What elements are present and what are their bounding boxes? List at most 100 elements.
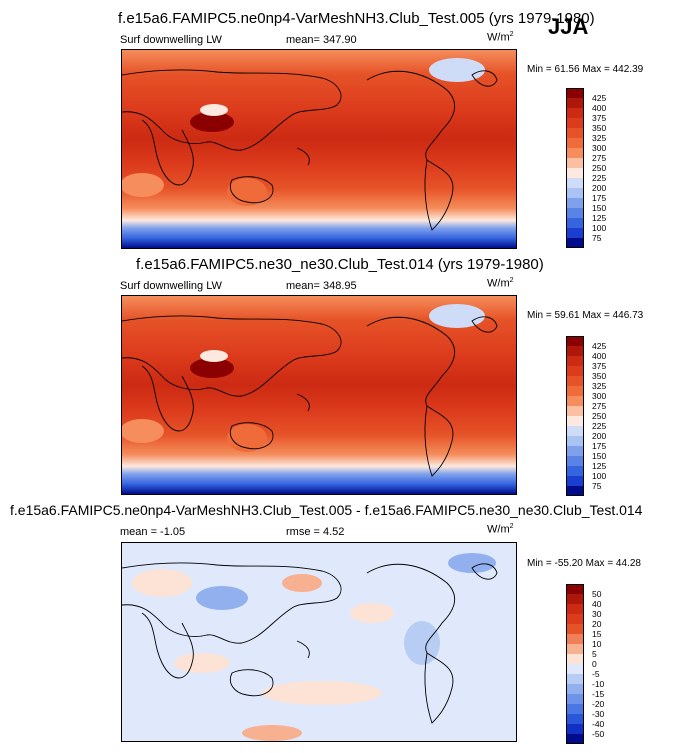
- colorbar-swatch: [566, 734, 584, 744]
- colorbar-label: 250: [592, 163, 607, 173]
- colorbar-label: 175: [592, 441, 607, 451]
- panel2-map: [121, 295, 517, 495]
- colorbar-swatch: [566, 158, 584, 168]
- colorbar-swatch: [566, 584, 584, 594]
- panel3-units: W/m2: [487, 523, 514, 536]
- colorbar-label: 40: [592, 599, 602, 609]
- panel1-mean: mean= 347.90: [286, 34, 357, 46]
- panel2-minmax: Min = 59.61 Max = 446.73: [527, 310, 644, 321]
- colorbar-swatch: [566, 228, 584, 238]
- colorbar-swatch: [566, 694, 584, 704]
- colorbar-swatch: [566, 614, 584, 624]
- colorbar-swatch: [566, 178, 584, 188]
- colorbar-label: 225: [592, 173, 607, 183]
- colorbar-swatch: [566, 336, 584, 346]
- panel1-variable: Surf downwelling LW: [120, 34, 222, 46]
- colorbar-swatch: [566, 466, 584, 476]
- colorbar-label: -10: [592, 679, 605, 689]
- colorbar-swatch: [566, 198, 584, 208]
- colorbar-swatch: [566, 674, 584, 684]
- colorbar-swatch: [566, 604, 584, 614]
- season-label: JJA: [548, 14, 589, 39]
- colorbar-swatch: [566, 88, 584, 98]
- colorbar-swatch: [566, 446, 584, 456]
- colorbar-swatch: [566, 436, 584, 446]
- colorbar-swatch: [566, 376, 584, 386]
- colorbar-label: 375: [592, 361, 607, 371]
- colorbar-swatch: [566, 118, 584, 128]
- panel1-map: [121, 49, 517, 249]
- colorbar-label: -40: [592, 719, 605, 729]
- panel3-map: [121, 542, 517, 742]
- colorbar-swatch: [566, 456, 584, 466]
- colorbar-swatch: [566, 238, 584, 248]
- colorbar-label: 200: [592, 431, 607, 441]
- colorbar-label: 250: [592, 411, 607, 421]
- colorbar-label: 15: [592, 629, 602, 639]
- colorbar-label: 30: [592, 609, 602, 619]
- colorbar-label: 75: [592, 233, 602, 243]
- panel3-minmax: Min = -55.20 Max = 44.28: [527, 558, 641, 569]
- panel2-map-svg: [122, 296, 516, 494]
- colorbar-swatch: [566, 664, 584, 674]
- colorbar-label: 50: [592, 589, 602, 599]
- colorbar-swatch: [566, 714, 584, 724]
- colorbar-swatch: [566, 704, 584, 714]
- colorbar-swatch: [566, 188, 584, 198]
- colorbar-label: -50: [592, 729, 605, 739]
- panel1-title: f.e15a6.FAMIPC5.ne0np4-VarMeshNH3.Club_T…: [118, 10, 595, 27]
- colorbar-label: 100: [592, 223, 607, 233]
- colorbar-label: 325: [592, 133, 607, 143]
- colorbar-swatch: [566, 138, 584, 148]
- colorbar-swatch: [566, 208, 584, 218]
- colorbar-swatch: [566, 644, 584, 654]
- colorbar-label: 150: [592, 203, 607, 213]
- colorbar-label: 375: [592, 113, 607, 123]
- panel3-mean: mean = -1.05: [120, 526, 186, 538]
- panel2-units: W/m2: [487, 277, 514, 290]
- colorbar-swatch: [566, 386, 584, 396]
- colorbar-label: 150: [592, 451, 607, 461]
- colorbar-swatch: [566, 128, 584, 138]
- panel2-mean: mean= 348.95: [286, 280, 357, 292]
- colorbar-label: 75: [592, 481, 602, 491]
- colorbar-swatch: [566, 724, 584, 734]
- colorbar-label: 175: [592, 193, 607, 203]
- colorbar-label: 425: [592, 341, 607, 351]
- colorbar-swatch: [566, 426, 584, 436]
- colorbar-label: 100: [592, 471, 607, 481]
- colorbar-swatch: [566, 366, 584, 376]
- colorbar-swatch: [566, 654, 584, 664]
- colorbar-swatch: [566, 168, 584, 178]
- colorbar-label: 125: [592, 213, 607, 223]
- colorbar-label: 125: [592, 461, 607, 471]
- panel2-variable: Surf downwelling LW: [120, 280, 222, 292]
- colorbar-swatch: [566, 98, 584, 108]
- colorbar-label: 350: [592, 123, 607, 133]
- panel1-units: W/m2: [487, 31, 514, 44]
- colorbar-label: 275: [592, 153, 607, 163]
- colorbar-swatch: [566, 218, 584, 228]
- panel2-title: f.e15a6.FAMIPC5.ne30_ne30.Club_Test.014 …: [136, 256, 544, 273]
- colorbar-label: 400: [592, 351, 607, 361]
- colorbar-swatch: [566, 624, 584, 634]
- colorbar-label: -20: [592, 699, 605, 709]
- colorbar-label: 300: [592, 143, 607, 153]
- colorbar-swatch: [566, 476, 584, 486]
- colorbar-label: -5: [592, 669, 600, 679]
- colorbar-swatch: [566, 356, 584, 366]
- colorbar-swatch: [566, 486, 584, 496]
- colorbar-swatch: [566, 684, 584, 694]
- panel3-title: f.e15a6.FAMIPC5.ne0np4-VarMeshNH3.Club_T…: [10, 502, 643, 518]
- panel2-colorbar: 425 400 375 350 325 300 275 250 225 200 …: [566, 336, 636, 496]
- colorbar-swatch: [566, 416, 584, 426]
- colorbar-swatch: [566, 346, 584, 356]
- colorbar-label: 0: [592, 659, 597, 669]
- colorbar-label: 425: [592, 93, 607, 103]
- colorbar-label: 5: [592, 649, 597, 659]
- colorbar-swatch: [566, 634, 584, 644]
- colorbar-label: 20: [592, 619, 602, 629]
- colorbar-label: 10: [592, 639, 602, 649]
- colorbar-label: -30: [592, 709, 605, 719]
- colorbar-label: 275: [592, 401, 607, 411]
